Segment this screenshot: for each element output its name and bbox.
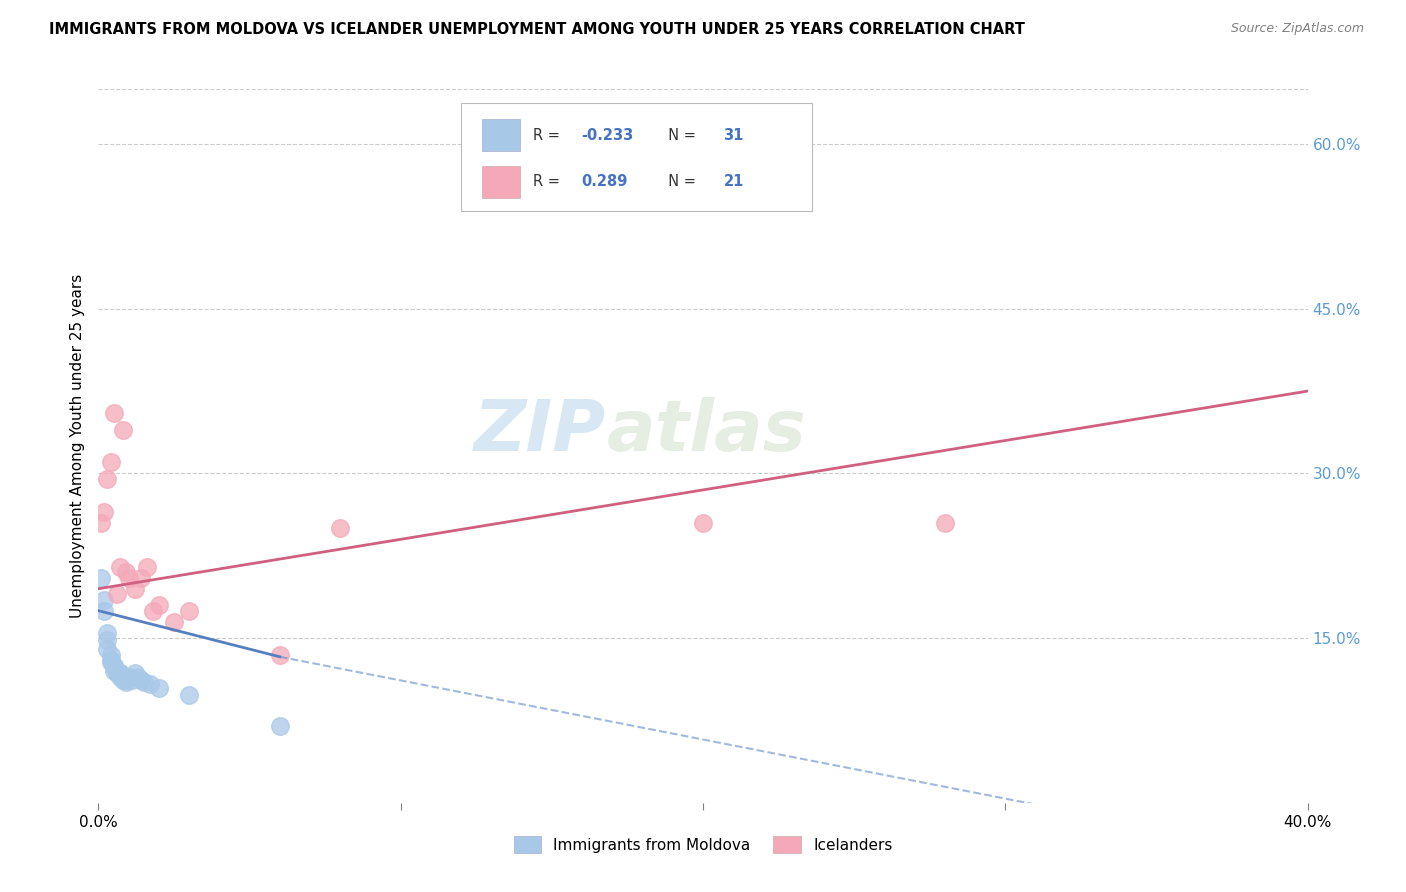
Point [103, 406, 125, 420]
Point [114, 675, 136, 690]
Point [121, 673, 143, 687]
Point [163, 615, 186, 629]
Point [127, 669, 149, 683]
Point [105, 666, 128, 681]
Point [124, 666, 146, 681]
Text: -0.233: -0.233 [581, 128, 633, 143]
Text: 21: 21 [724, 175, 744, 189]
Point [111, 669, 134, 683]
Point [96, 625, 118, 640]
Point [129, 571, 152, 585]
Point [179, 604, 201, 618]
Point [90, 516, 112, 530]
Point [692, 516, 714, 530]
Point [118, 669, 141, 683]
Point [105, 664, 128, 678]
Point [118, 571, 141, 585]
Point [108, 666, 131, 681]
Text: atlas: atlas [606, 397, 806, 467]
Point [93, 505, 115, 519]
Point [93, 592, 115, 607]
Point [90, 571, 112, 585]
Text: Source: ZipAtlas.com: Source: ZipAtlas.com [1230, 22, 1364, 36]
Point [269, 719, 291, 733]
Point [111, 423, 134, 437]
Point [132, 675, 155, 690]
Text: 0.289: 0.289 [581, 175, 627, 189]
Point [100, 655, 122, 669]
FancyBboxPatch shape [482, 119, 520, 151]
Point [114, 566, 136, 580]
Text: N =: N = [659, 175, 702, 189]
Text: R =: R = [533, 128, 564, 143]
Point [129, 673, 152, 687]
Point [934, 516, 956, 530]
Text: R =: R = [533, 175, 564, 189]
Point [103, 658, 125, 673]
Point [148, 598, 170, 612]
Point [100, 648, 122, 662]
Point [124, 582, 146, 596]
Legend: Immigrants from Moldova, Icelanders: Immigrants from Moldova, Icelanders [508, 830, 898, 859]
Point [103, 664, 125, 678]
Point [108, 559, 131, 574]
Text: N =: N = [659, 128, 702, 143]
Y-axis label: Unemployment Among Youth under 25 years: Unemployment Among Youth under 25 years [69, 274, 84, 618]
Point [108, 669, 131, 683]
Text: ZIP: ZIP [474, 397, 606, 467]
Point [100, 455, 122, 469]
FancyBboxPatch shape [461, 103, 811, 211]
Point [114, 673, 136, 687]
Point [329, 521, 352, 535]
Point [105, 587, 128, 601]
Point [111, 673, 134, 687]
FancyBboxPatch shape [482, 166, 520, 198]
Point [142, 604, 165, 618]
Point [179, 688, 201, 702]
Point [148, 681, 170, 695]
Text: IMMIGRANTS FROM MOLDOVA VS ICELANDER UNEMPLOYMENT AMONG YOUTH UNDER 25 YEARS COR: IMMIGRANTS FROM MOLDOVA VS ICELANDER UNE… [49, 22, 1025, 37]
Point [108, 666, 131, 681]
Point [269, 648, 291, 662]
Point [93, 604, 115, 618]
Point [139, 677, 162, 691]
Point [135, 559, 157, 574]
Point [96, 642, 118, 657]
Point [100, 653, 122, 667]
Point [96, 633, 118, 648]
Point [103, 658, 125, 673]
Point [96, 472, 118, 486]
Text: 31: 31 [724, 128, 744, 143]
